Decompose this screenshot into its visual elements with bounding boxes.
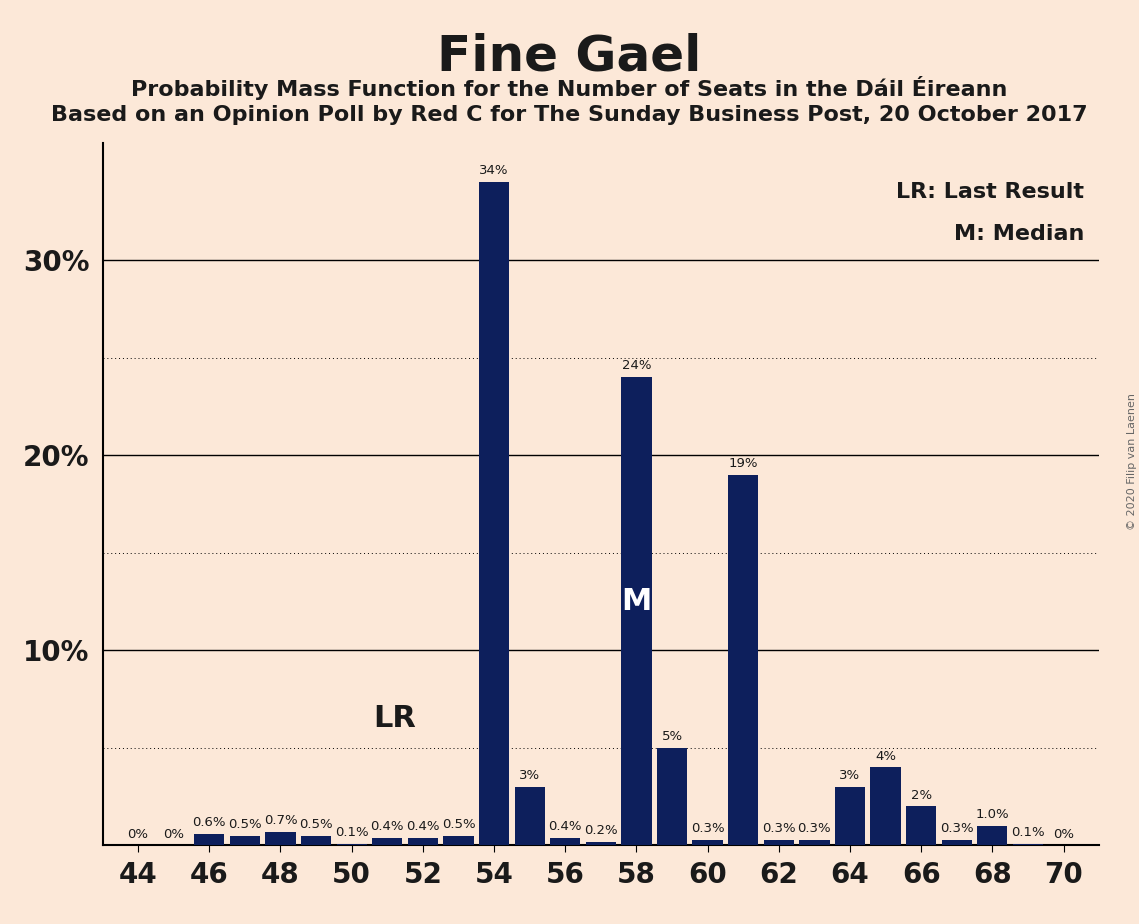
Text: 3%: 3% [519,769,540,782]
Text: 0%: 0% [1054,828,1074,841]
Bar [693,840,723,845]
Text: 0.5%: 0.5% [442,818,475,831]
Text: Based on an Opinion Poll by Red C for The Sunday Business Post, 20 October 2017: Based on an Opinion Poll by Red C for Th… [51,105,1088,126]
Text: 0.3%: 0.3% [940,821,974,834]
Text: © 2020 Filip van Laenen: © 2020 Filip van Laenen [1126,394,1137,530]
Bar [265,832,296,845]
Text: 0.5%: 0.5% [300,818,333,831]
Text: 0.1%: 0.1% [1011,826,1044,839]
Text: LR: LR [374,704,416,733]
Text: 4%: 4% [875,749,896,762]
Text: 0.7%: 0.7% [263,814,297,827]
Text: 0%: 0% [163,828,185,841]
Bar [478,182,509,845]
Bar [835,787,866,845]
Text: 24%: 24% [622,359,652,372]
Text: 19%: 19% [729,457,757,470]
Text: 0%: 0% [128,828,148,841]
Bar [301,835,331,845]
Text: LR: Last Result: LR: Last Result [896,182,1084,201]
Bar [372,838,402,845]
Bar [657,748,687,845]
Bar [942,840,972,845]
Text: 0.4%: 0.4% [549,820,582,833]
Text: 0.1%: 0.1% [335,826,369,839]
Bar [230,835,260,845]
Bar [515,787,544,845]
Text: 0.5%: 0.5% [228,818,262,831]
Text: 0.3%: 0.3% [762,821,796,834]
Text: 3%: 3% [839,769,861,782]
Bar [1013,844,1043,845]
Text: 0.2%: 0.2% [584,823,617,837]
Text: M: Median: M: Median [953,224,1084,244]
Bar [763,840,794,845]
Bar [408,838,439,845]
Bar [585,842,616,845]
Text: M: M [621,587,652,616]
Bar [977,826,1008,845]
Text: 0.4%: 0.4% [407,820,440,833]
Text: Fine Gael: Fine Gael [437,32,702,80]
Text: 1.0%: 1.0% [975,808,1009,821]
Bar [443,835,474,845]
Text: 0.3%: 0.3% [797,821,831,834]
Text: Probability Mass Function for the Number of Seats in the Dáil Éireann: Probability Mass Function for the Number… [131,76,1008,100]
Bar [728,475,759,845]
Text: 34%: 34% [480,164,509,177]
Text: 0.6%: 0.6% [192,816,226,829]
Text: 2%: 2% [910,788,932,802]
Bar [621,377,652,845]
Bar [800,840,829,845]
Text: 5%: 5% [662,730,682,743]
Bar [550,838,581,845]
Bar [870,768,901,845]
Bar [906,807,936,845]
Text: 0.4%: 0.4% [370,820,404,833]
Bar [194,833,224,845]
Text: 0.3%: 0.3% [690,821,724,834]
Bar [336,844,367,845]
